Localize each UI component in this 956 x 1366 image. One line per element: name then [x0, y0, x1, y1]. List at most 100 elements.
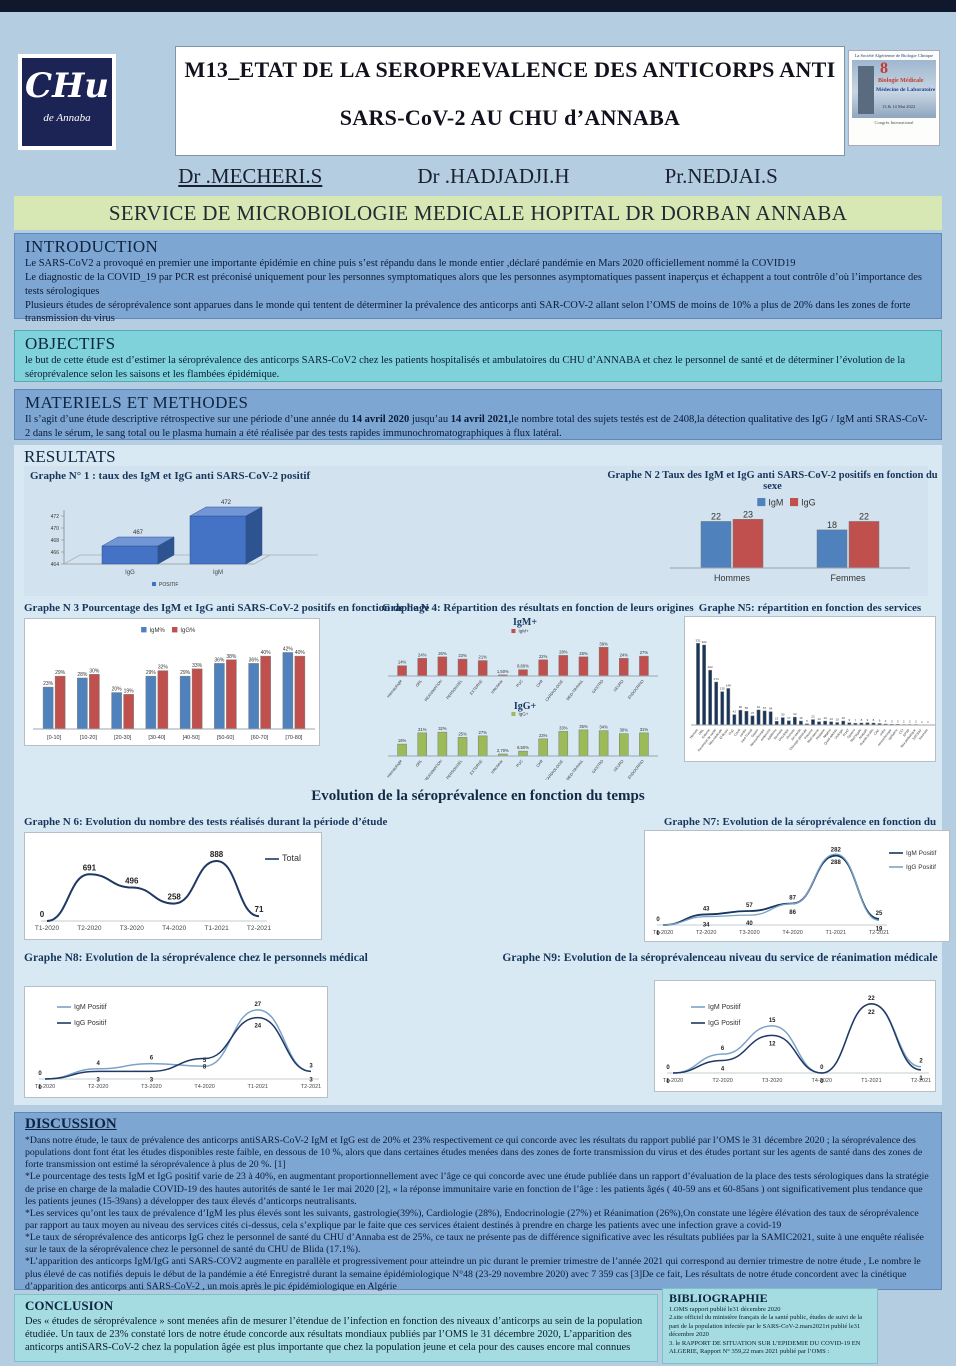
graph4-igm-subtitle: IgM+	[512, 617, 538, 628]
svg-text:20%: 20%	[112, 687, 123, 693]
introduction-title: INTRODUCTION	[25, 237, 159, 256]
svg-text:Hematologie: Hematologie	[387, 679, 403, 698]
paragraph: *Le pourcentage des tests IgM et IgG pos…	[25, 1171, 929, 1207]
discussion-box: DISCUSSION *Dans notre étude, le taux de…	[14, 1112, 942, 1292]
svg-text:36%: 36%	[249, 657, 260, 663]
svg-text:32: 32	[793, 712, 797, 716]
svg-text:22: 22	[811, 715, 815, 719]
svg-text:REANIMATION: REANIMATION	[424, 759, 443, 780]
svg-text:331: 331	[696, 638, 701, 642]
evolution-heading: Evolution de la séroprévalence en foncti…	[311, 788, 645, 804]
svg-text:9: 9	[867, 718, 869, 722]
svg-text:T2-2021: T2-2021	[869, 930, 890, 936]
chart-graph1-positif-3d-bar: 464 466 468 470 472 467 IgG 472 IgM POSITIF	[26, 486, 326, 590]
graph1-title: Graphe N° 1 : taux des IgM et IgG anti S…	[30, 470, 311, 482]
svg-text:Infectieux: Infectieux	[490, 679, 503, 694]
svg-text:32%: 32%	[158, 665, 169, 671]
chart-graph5-services-bars: 331 324 222 174 135 148 42 60 56 37 61 57 54 15 30 17 32…	[684, 616, 936, 762]
svg-text:22: 22	[859, 511, 869, 521]
svg-text:36%: 36%	[214, 657, 225, 663]
chu-logo-box: CHu de Annaba	[22, 58, 112, 146]
svg-text:222: 222	[708, 665, 713, 669]
svg-text:IgG%: IgG%	[180, 628, 196, 634]
svg-text:0: 0	[820, 1065, 824, 1071]
chart-graph9-reanimation-line: T1-2020 T2-2020 T3-2020 T4-2020 T1-2021 T2-20…	[654, 980, 936, 1092]
svg-text:23: 23	[743, 509, 753, 519]
svg-text:57: 57	[746, 903, 753, 909]
svg-text:T4-2020: T4-2020	[782, 930, 803, 936]
svg-text:8,60%: 8,60%	[517, 664, 529, 669]
svg-text:T1-2021: T1-2021	[826, 930, 847, 936]
svg-text:22: 22	[868, 996, 875, 1002]
svg-text:NEURO: NEURO	[613, 759, 625, 772]
svg-text:ortho: ortho	[879, 728, 887, 736]
svg-text:8: 8	[861, 718, 863, 722]
svg-text:ORL: ORL	[415, 679, 423, 688]
svg-text:IgG+: IgG+	[518, 712, 528, 717]
svg-text:IgM Positif: IgM Positif	[708, 1004, 741, 1011]
text-fragment: Il s’agit d’une étude descriptive rétros…	[25, 414, 352, 425]
svg-text:18: 18	[827, 520, 837, 530]
svg-text:24%: 24%	[418, 652, 427, 657]
svg-text:2: 2	[903, 720, 905, 724]
svg-text:IgG Positif: IgG Positif	[906, 864, 936, 871]
chart-graph2-sexe-bars: IgM IgG 22 18 23 22 Hommes Femmes	[640, 486, 940, 588]
svg-text:REANIMATION: REANIMATION	[424, 679, 443, 702]
svg-text:21%: 21%	[478, 655, 487, 660]
svg-text:IgG Positif: IgG Positif	[74, 1020, 106, 1027]
svg-text:ENDOCRINO: ENDOCRINO	[627, 759, 644, 780]
svg-text:148: 148	[726, 683, 731, 687]
svg-text:4: 4	[721, 1066, 725, 1072]
svg-text:1: 1	[927, 720, 929, 724]
chart-graph4-igm-origines: IgM+ 14% 24% 26% 23% 21% 1,50% 8,60% 22% 28% 26% 39…	[380, 628, 670, 702]
svg-text:CAC: CAC	[873, 728, 881, 736]
chu-logo-subtext: de Annaba	[43, 112, 91, 124]
svg-text:IgM Positif: IgM Positif	[906, 850, 937, 857]
svg-text:29%: 29%	[180, 670, 191, 676]
svg-text:0: 0	[656, 931, 660, 937]
svg-text:0: 0	[38, 1085, 42, 1091]
building-icon	[858, 66, 874, 114]
svg-text:T3-2020: T3-2020	[762, 1078, 783, 1084]
svg-text:Gynéco: Gynéco	[846, 728, 856, 739]
svg-text:EPSP: EPSP	[902, 728, 910, 737]
chart-graph8-personnel-line: T1-2020 T2-2020 T3-2020 T4-2020 T1-2021 T2-20…	[24, 986, 328, 1098]
svg-text:T2-2021: T2-2021	[301, 1084, 322, 1090]
svg-text:8: 8	[873, 718, 875, 722]
svg-text:25: 25	[876, 911, 883, 917]
svg-text:GASTRO: GASTRO	[591, 759, 604, 774]
svg-text:5: 5	[806, 719, 808, 723]
svg-text:31%: 31%	[418, 727, 427, 732]
objectifs-body: le but de cette étude est d’estimer la s…	[25, 355, 905, 380]
svg-text:2,70%: 2,70%	[497, 748, 509, 753]
svg-text:466: 466	[51, 550, 60, 556]
svg-text:2: 2	[919, 1059, 923, 1065]
svg-text:38%: 38%	[226, 654, 237, 660]
svg-text:23%: 23%	[539, 733, 548, 738]
svg-text:T3-2020: T3-2020	[120, 925, 145, 932]
svg-text:40: 40	[746, 921, 753, 927]
objectifs-box: OBJECTIFS le but de cette étude est d’es…	[14, 330, 942, 382]
conference-society-line: La Société Algérienne de Biologie Cliniq…	[854, 53, 934, 58]
svg-text:288: 288	[831, 860, 842, 866]
svg-text:[0-10]: [0-10]	[47, 735, 62, 741]
svg-text:691: 691	[83, 863, 97, 872]
svg-text:61: 61	[757, 705, 761, 709]
svg-text:PERSONNEL: PERSONNEL	[446, 679, 464, 700]
svg-text:30%: 30%	[89, 668, 100, 674]
conclusion-title: CONCLUSION	[25, 1298, 114, 1313]
svg-text:Urologie: Urologie	[834, 728, 845, 740]
poster-title-box: M13_ETAT DE LA SEROPREVALENCE DES ANTICO…	[175, 46, 845, 156]
svg-text:ORL: ORL	[415, 759, 423, 768]
svg-text:[70-80]: [70-80]	[285, 735, 303, 741]
svg-text:T4-2020: T4-2020	[194, 1084, 215, 1090]
svg-text:37: 37	[751, 711, 755, 715]
results-row1-panel	[24, 466, 928, 596]
svg-text:28%: 28%	[559, 649, 568, 654]
paragraph: *Dans notre étude, le taux de prévalence…	[25, 1135, 923, 1171]
svg-text:NEURO: NEURO	[613, 679, 625, 692]
graph2-title: Graphe N 2 Taux des IgM et IgG anti SARS…	[607, 470, 938, 492]
svg-text:15: 15	[769, 1018, 776, 1024]
svg-text:0: 0	[820, 1079, 824, 1085]
